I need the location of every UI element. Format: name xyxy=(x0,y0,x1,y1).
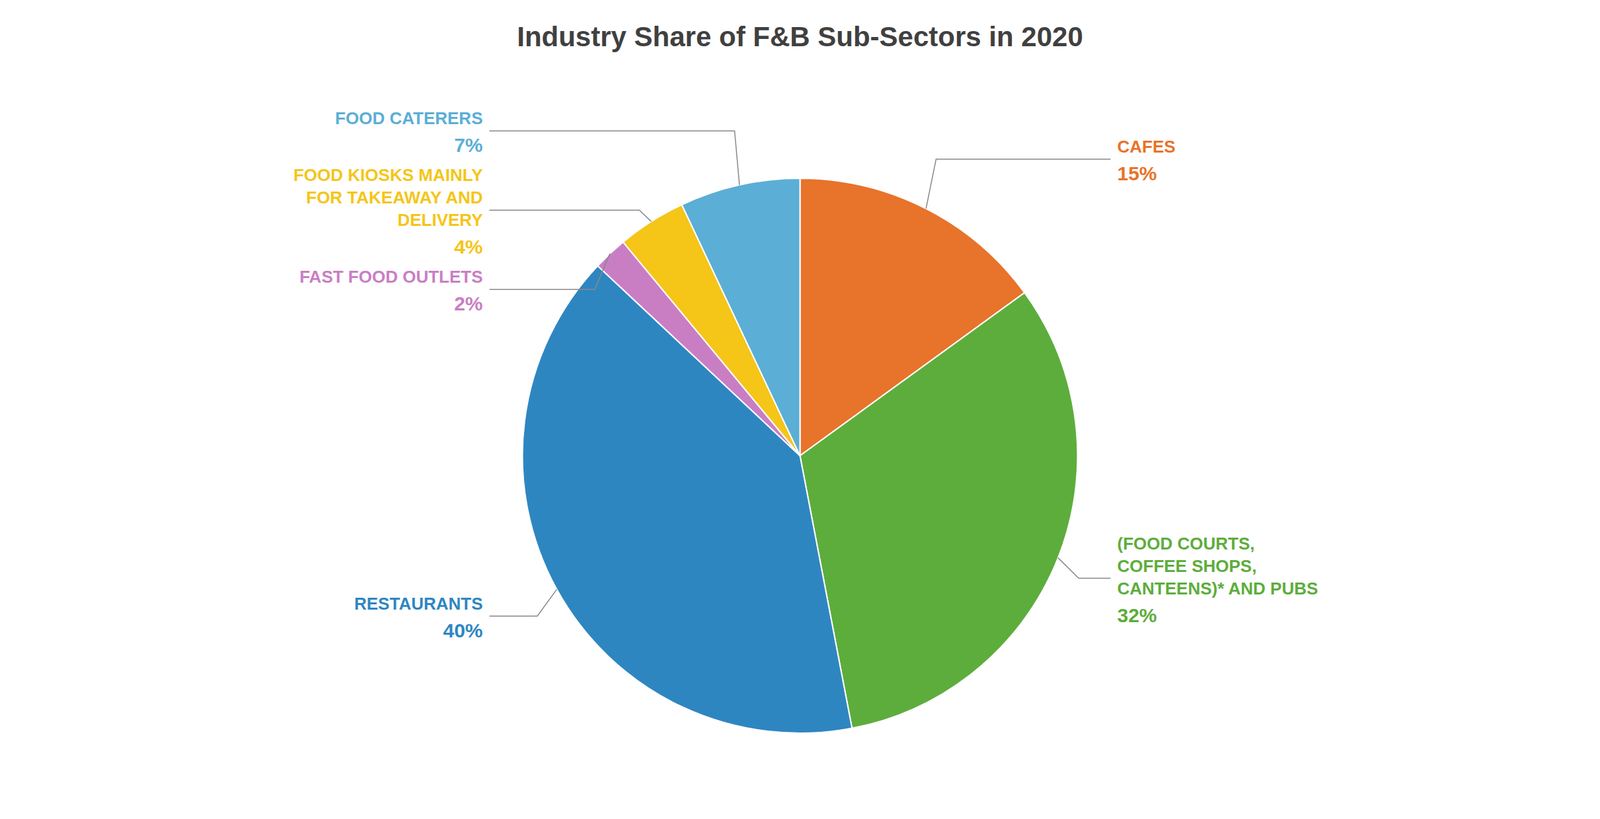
title: Industry Share of F&B Sub-Sectors in 202… xyxy=(516,21,1084,53)
data-label: 7% xyxy=(454,134,483,156)
leader-line xyxy=(489,210,652,222)
chart: Industry Share of F&B Sub-Sectors in 202… xyxy=(0,0,1600,819)
leader-line xyxy=(489,130,740,186)
leader-line xyxy=(489,253,610,290)
slice-label-line: DELIVERY xyxy=(397,210,483,230)
pie: CAFES 15% (FOOD COURTS,COFFEE SHOPS,CANTEE… xyxy=(293,108,1318,734)
slice-label: CAFES xyxy=(1117,136,1176,157)
slice-label-line: (FOOD COURTS, xyxy=(1117,533,1256,554)
slice-label-line: RESTAURANTS xyxy=(354,594,484,614)
leader-line xyxy=(1058,558,1111,579)
data-label: 15% xyxy=(1117,162,1158,185)
slice-label-line: COFFEE SHOPS, xyxy=(1117,556,1258,577)
labels: CAFES 15% (FOOD COURTS,COFFEE SHOPS,CANTEE… xyxy=(293,108,1318,642)
slice-label-line: FOR TAKEAWAY AND xyxy=(305,187,483,208)
slice-label: FAST FOOD OUTLETS xyxy=(299,266,483,287)
data-label: 2% xyxy=(454,292,483,315)
slice-label: FOOD KIOSKS MAINLYFOR TAKEAWAY ANDDELIVE… xyxy=(293,165,484,230)
slice-label-line: FOOD KIOSKS MAINLY xyxy=(293,165,484,186)
data-label: 32% xyxy=(1117,604,1158,627)
slice-label-line: FAST FOOD OUTLETS xyxy=(299,266,483,287)
data-label: 4% xyxy=(454,235,483,258)
slice-label: RESTAURANTS xyxy=(354,594,484,614)
slice xyxy=(682,178,801,457)
slice-label: (FOOD COURTS,COFFEE SHOPS,CANTEENS)* AND… xyxy=(1117,533,1319,599)
data-label: 40% xyxy=(442,619,483,642)
slice xyxy=(800,292,1078,729)
slices xyxy=(522,178,1078,734)
slice-label-line: FOOD CATERERS xyxy=(335,108,483,129)
leader-line xyxy=(489,589,558,616)
leader-line xyxy=(925,159,1111,209)
slice-label: FOOD CATERERS xyxy=(335,108,483,129)
slice-label-line: CANTEENS)* AND PUBS xyxy=(1117,578,1319,599)
slice-label-line: CAFES xyxy=(1117,136,1176,157)
